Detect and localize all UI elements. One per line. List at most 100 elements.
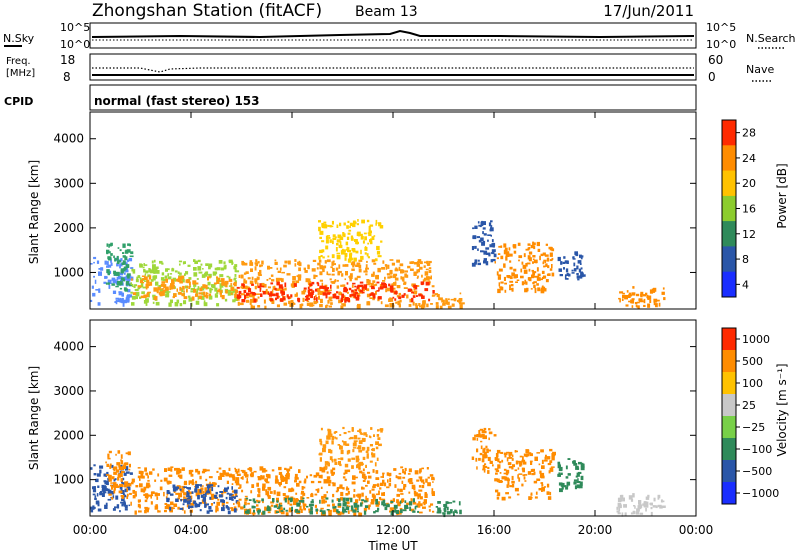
velocity-echo-cell [445, 501, 449, 505]
power-echo-cell [257, 261, 260, 264]
power-echo-cell [218, 288, 220, 291]
power-echo-cell [119, 287, 123, 290]
velocity-echo-cell [531, 473, 535, 476]
velocity-echo-cell [519, 464, 522, 467]
power-echo-cell [483, 258, 487, 261]
velocity-echo-cell [290, 488, 295, 492]
power-echo-cell [118, 291, 123, 296]
velocity-echo-cell [375, 510, 379, 513]
velocity-echo-cell [257, 509, 261, 512]
power-echo-cell [161, 288, 165, 290]
power-echo-cell [349, 225, 351, 229]
velocity-echo-cell [121, 498, 125, 502]
power-echo-cell [339, 222, 342, 227]
velocity-echo-cell [377, 507, 380, 511]
power-echo-cell [395, 301, 398, 304]
velocity-echo-cell [220, 499, 224, 503]
power-echo-cell [349, 253, 352, 259]
velocity-echo-cell [306, 505, 309, 508]
velocity-echo-cell [342, 509, 345, 513]
power-echo-cell [246, 296, 249, 299]
velocity-echo-cell [222, 504, 225, 509]
velocity-echo-cell [313, 474, 318, 478]
velocity-echo-cell [124, 462, 129, 466]
velocity-echo-cell [560, 472, 563, 475]
velocity-echo-cell [617, 497, 622, 502]
velocity-echo-cell [186, 490, 189, 495]
power-echo-cell [279, 289, 283, 291]
power-echo-cell [350, 262, 354, 265]
velocity-echo-cell [202, 491, 205, 494]
power-echo-cell [210, 295, 213, 300]
velocity-echo-cell [340, 449, 344, 455]
power-echo-cell [261, 260, 264, 265]
velocity-echo-cell [244, 498, 248, 502]
power-echo-cell [662, 287, 665, 290]
velocity-echo-cell [336, 509, 339, 513]
power-echo-cell [341, 273, 344, 277]
velocity-echo-cell [209, 496, 212, 500]
power-echo-cell [539, 255, 541, 261]
power-echo-cell [576, 275, 580, 279]
velocity-echo-cell [308, 508, 312, 511]
power-echo-cell [483, 233, 487, 236]
power-echo-cell [360, 235, 364, 240]
power-echo-cell [348, 276, 351, 278]
power-echo-cell [513, 268, 517, 272]
velocity-echo-cell [645, 508, 647, 512]
velocity-echo-cell [276, 507, 280, 510]
power-echo-cell [144, 264, 148, 266]
velocity-echo-cell [188, 490, 191, 492]
power-echo-cell [307, 286, 310, 289]
power-echo-cell [532, 255, 536, 258]
power-echo-cell [161, 291, 165, 296]
power-echo-cell [574, 252, 578, 256]
velocity-echo-cell [145, 484, 150, 489]
velocity-echo-cell [330, 469, 334, 474]
velocity-echo-cell [232, 476, 235, 481]
power-echo-cell [259, 283, 262, 287]
velocity-echo-cell [494, 468, 499, 471]
power-echo-cell [270, 274, 274, 277]
power-echo-cell [636, 293, 640, 297]
power-echo-cell [318, 259, 322, 263]
velocity-echo-cell [97, 485, 100, 488]
power-echo-cell [367, 232, 371, 235]
power-echo-cell [416, 276, 419, 279]
power-echo-cell [238, 274, 241, 278]
power-echo-cell [532, 241, 535, 246]
power-echo-cell [327, 300, 330, 304]
power-echo-cell [549, 259, 553, 262]
power-echo-cell [247, 277, 251, 280]
power-echo-cell [254, 278, 258, 283]
power-echo-cell [252, 295, 255, 300]
velocity-echo-cell [298, 480, 302, 484]
power-echo-cell [226, 289, 230, 292]
velocity-echo-cell [135, 485, 139, 488]
velocity-echo-cell [406, 502, 409, 506]
power-echo-cell [118, 291, 122, 293]
velocity-echo-cell [487, 456, 491, 461]
velocity-echo-cell [164, 468, 168, 472]
power-echo-cell [579, 255, 584, 258]
power-echo-cell [259, 264, 263, 267]
velocity-echo-cell [502, 476, 507, 479]
velocity-colorbar-swatch [722, 460, 736, 483]
velocity-echo-cell [383, 492, 385, 496]
power-echo-cell [219, 290, 223, 292]
velocity-echo-cell [418, 511, 423, 514]
power-echo-cell [211, 284, 213, 288]
velocity-echo-cell [173, 503, 178, 507]
power-echo-cell [636, 301, 640, 304]
velocity-echo-cell [338, 498, 341, 503]
velocity-echo-cell [256, 500, 261, 503]
velocity-echo-cell [310, 503, 314, 507]
power-echo-cell [621, 298, 624, 301]
velocity-echo-cell [104, 504, 108, 509]
velocity-echo-cell [376, 434, 380, 437]
velocity-echo-cell [622, 497, 625, 502]
velocity-echo-cell [210, 493, 215, 498]
power-echo-cell [390, 297, 394, 302]
power-echo-cell [125, 264, 130, 269]
velocity-echo-cell [264, 506, 267, 511]
